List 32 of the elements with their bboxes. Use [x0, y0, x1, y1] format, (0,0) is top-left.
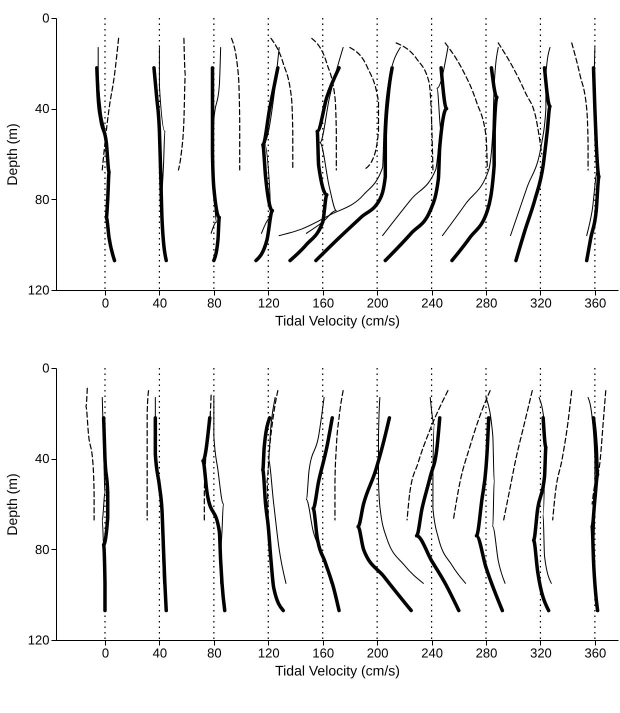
x-tick-label: 320 — [530, 296, 552, 310]
y-tick-label: 120 — [28, 282, 50, 298]
x-tick-label: 160 — [312, 646, 334, 660]
x-tick-label: 240 — [421, 646, 443, 660]
x-tick-label: 80 — [207, 296, 222, 310]
x-tick-label: 0 — [102, 646, 110, 660]
y-tick-label: 40 — [35, 451, 50, 466]
x-axis-title: Tidal Velocity (cm/s) — [275, 312, 400, 328]
x-tick-label: 280 — [476, 296, 498, 310]
x-tick-label: 320 — [530, 646, 552, 660]
y-tick-label: 120 — [28, 632, 50, 648]
x-tick-label: 40 — [152, 646, 168, 660]
x-tick-label: 80 — [207, 646, 222, 660]
y-tick-label: 0 — [42, 360, 50, 376]
x-tick-label: 280 — [476, 646, 498, 660]
y-tick-label: 80 — [35, 192, 50, 207]
y-axis-title: Depth (m) — [4, 123, 20, 186]
x-tick-label: 40 — [152, 296, 168, 310]
x-tick-label: 120 — [258, 296, 280, 310]
x-tick-label: 200 — [366, 646, 388, 660]
x-tick-label: 120 — [258, 646, 280, 660]
x-tick-label: 360 — [584, 296, 606, 310]
x-tick-label: 200 — [366, 296, 388, 310]
x-tick-label: 160 — [312, 296, 334, 310]
y-tick-label: 80 — [35, 542, 50, 557]
x-tick-label: 360 — [584, 646, 606, 660]
y-tick-label: 40 — [35, 101, 50, 116]
x-axis-title: Tidal Velocity (cm/s) — [275, 662, 400, 678]
y-axis-title: Depth (m) — [4, 473, 20, 536]
x-tick-label: 240 — [421, 296, 443, 310]
x-tick-label: 0 — [102, 296, 110, 310]
y-tick-label: 0 — [42, 10, 50, 26]
